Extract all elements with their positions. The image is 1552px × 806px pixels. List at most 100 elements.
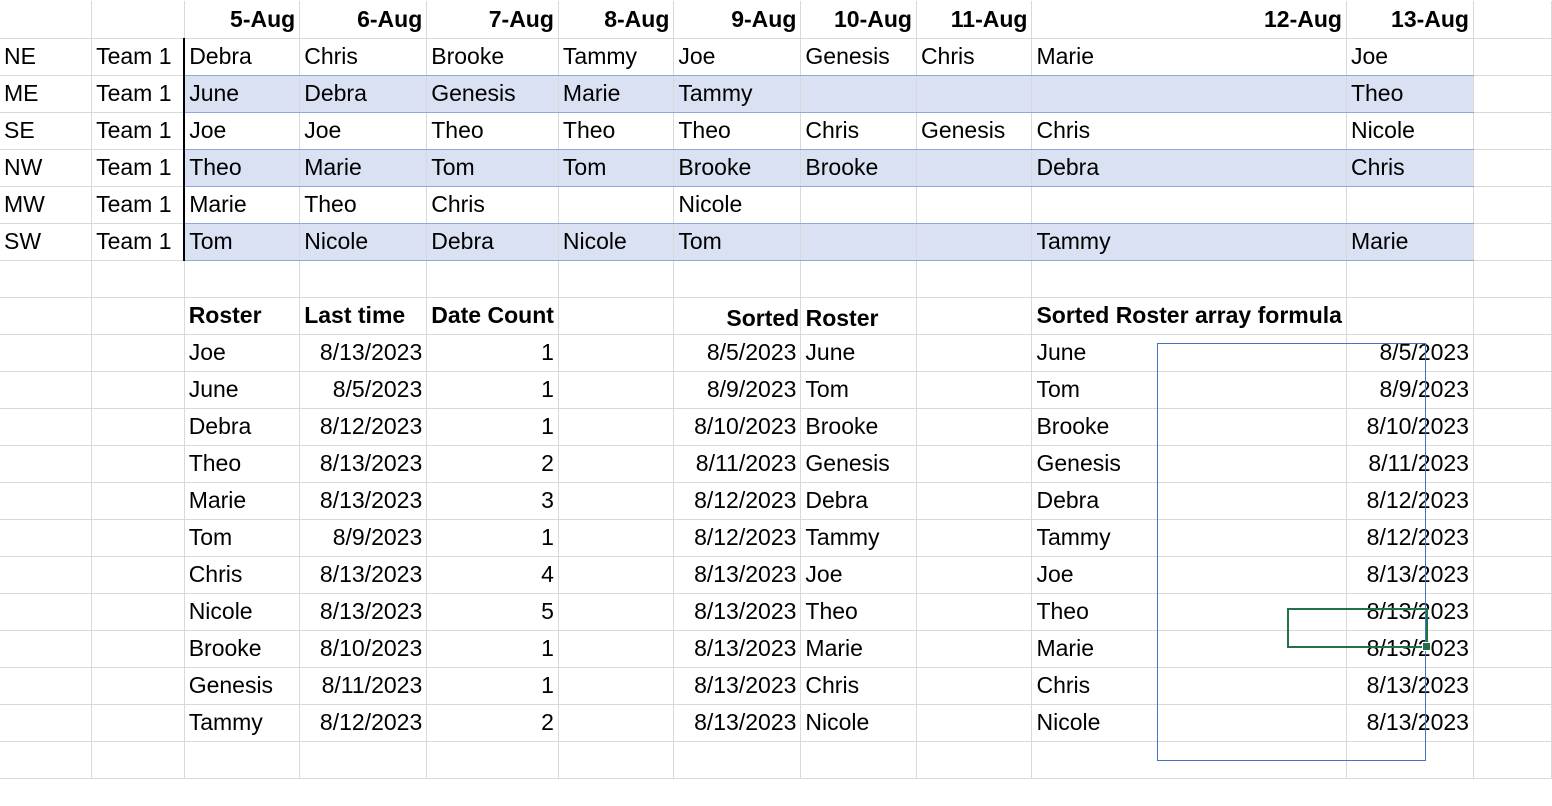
roster-last-time[interactable]: 8/13/2023 <box>299 445 428 483</box>
assignment-cell[interactable]: Nicole <box>1346 112 1474 150</box>
cell[interactable] <box>0 334 93 372</box>
region-cell[interactable]: NW <box>0 149 93 187</box>
sorted-name[interactable]: Chris <box>800 667 917 705</box>
assignment-cell[interactable]: Nicole <box>299 223 428 261</box>
cell[interactable] <box>0 371 93 409</box>
assignment-cell[interactable]: Theo <box>299 186 428 224</box>
date-count-header[interactable]: Date Count <box>426 297 559 335</box>
sorted-name[interactable]: Joe <box>800 556 917 594</box>
cell[interactable] <box>558 334 675 372</box>
cell[interactable] <box>1473 519 1552 557</box>
array-name[interactable]: Marie <box>1031 630 1347 668</box>
array-date[interactable]: 8/13/2023 <box>1346 630 1474 668</box>
assignment-cell[interactable] <box>1031 186 1347 224</box>
array-name[interactable]: Joe <box>1031 556 1347 594</box>
cell[interactable] <box>1473 704 1552 742</box>
cell[interactable] <box>0 519 93 557</box>
roster-name[interactable]: Joe <box>184 334 301 372</box>
cell[interactable] <box>558 297 675 335</box>
assignment-cell[interactable]: Joe <box>183 112 301 150</box>
cell[interactable] <box>916 630 1033 668</box>
roster-last-time[interactable]: 8/10/2023 <box>299 630 428 668</box>
team-cell[interactable]: Team 1 <box>91 149 185 187</box>
cell[interactable] <box>0 445 93 483</box>
cell[interactable] <box>1346 741 1474 779</box>
cell[interactable] <box>916 593 1033 631</box>
assignment-cell[interactable]: Debra <box>299 75 428 113</box>
cell[interactable] <box>916 334 1033 372</box>
assignment-cell[interactable] <box>558 186 675 224</box>
date-header[interactable]: 8-Aug <box>558 1 675 39</box>
assignment-cell[interactable]: Marie <box>558 75 675 113</box>
cell[interactable] <box>184 260 301 298</box>
array-name[interactable]: Nicole <box>1031 704 1347 742</box>
cell[interactable] <box>299 741 428 779</box>
sorted-name[interactable]: June <box>800 334 917 372</box>
cell[interactable] <box>1473 186 1552 224</box>
assignment-cell[interactable] <box>916 149 1033 187</box>
date-header[interactable]: 11-Aug <box>916 1 1033 39</box>
team-cell[interactable]: Team 1 <box>91 75 185 113</box>
cell[interactable] <box>916 260 1033 298</box>
sorted-name[interactable]: Marie <box>800 630 917 668</box>
sorted-date[interactable]: 8/12/2023 <box>673 482 802 520</box>
assignment-cell[interactable] <box>1346 186 1474 224</box>
cell[interactable] <box>558 445 675 483</box>
sorted-date[interactable]: 8/13/2023 <box>673 556 802 594</box>
cell[interactable] <box>91 260 185 298</box>
date-header[interactable]: 13-Aug <box>1346 1 1474 39</box>
date-header[interactable]: 5-Aug <box>184 1 301 39</box>
cell[interactable] <box>0 741 93 779</box>
cell[interactable] <box>0 704 93 742</box>
assignment-cell[interactable]: June <box>183 75 301 113</box>
array-name[interactable]: Brooke <box>1031 408 1347 446</box>
array-date[interactable]: 8/13/2023 <box>1346 704 1474 742</box>
cell[interactable] <box>800 741 917 779</box>
cell[interactable] <box>91 593 185 631</box>
sorted-name[interactable]: Debra <box>800 482 917 520</box>
sorted-date[interactable]: 8/13/2023 <box>673 704 802 742</box>
cell[interactable] <box>1473 149 1552 187</box>
assignment-cell[interactable] <box>916 223 1033 261</box>
roster-date-count[interactable]: 1 <box>426 334 559 372</box>
cell[interactable] <box>1473 1 1552 39</box>
cell[interactable] <box>916 704 1033 742</box>
roster-date-count[interactable]: 4 <box>426 556 559 594</box>
assignment-cell[interactable]: Marie <box>1346 223 1474 261</box>
assignment-cell[interactable]: Debra <box>426 223 559 261</box>
cell[interactable] <box>0 593 93 631</box>
cell[interactable] <box>1346 260 1474 298</box>
cell[interactable] <box>1473 297 1552 335</box>
cell[interactable] <box>1473 371 1552 409</box>
cell[interactable] <box>91 630 185 668</box>
cell[interactable] <box>558 260 675 298</box>
array-date[interactable]: 8/11/2023 <box>1346 445 1474 483</box>
cell[interactable] <box>558 667 675 705</box>
sorted-date[interactable]: 8/11/2023 <box>673 445 802 483</box>
cell[interactable] <box>0 667 93 705</box>
fill-handle[interactable] <box>1422 642 1431 651</box>
cell[interactable] <box>0 297 93 335</box>
cell[interactable] <box>91 519 185 557</box>
cell[interactable] <box>558 704 675 742</box>
roster-date-count[interactable]: 1 <box>426 371 559 409</box>
assignment-cell[interactable]: Tammy <box>558 38 675 76</box>
cell[interactable] <box>1473 408 1552 446</box>
team-cell[interactable]: Team 1 <box>91 186 185 224</box>
roster-header[interactable]: Roster <box>184 297 301 335</box>
sorted-name[interactable]: Brooke <box>800 408 917 446</box>
array-name[interactable]: Tammy <box>1031 519 1347 557</box>
assignment-cell[interactable]: Theo <box>183 149 301 187</box>
cell[interactable] <box>0 408 93 446</box>
date-header[interactable]: 6-Aug <box>299 1 428 39</box>
assignment-cell[interactable]: Debra <box>1031 149 1347 187</box>
assignment-cell[interactable]: Chris <box>1346 149 1474 187</box>
assignment-cell[interactable]: Marie <box>299 149 428 187</box>
roster-date-count[interactable]: 1 <box>426 519 559 557</box>
array-date[interactable]: 8/13/2023 <box>1346 556 1474 594</box>
roster-last-time[interactable]: 8/12/2023 <box>299 408 428 446</box>
roster-name[interactable]: Marie <box>184 482 301 520</box>
assignment-cell[interactable]: Debra <box>183 38 301 76</box>
cell[interactable] <box>558 408 675 446</box>
cell[interactable] <box>558 741 675 779</box>
